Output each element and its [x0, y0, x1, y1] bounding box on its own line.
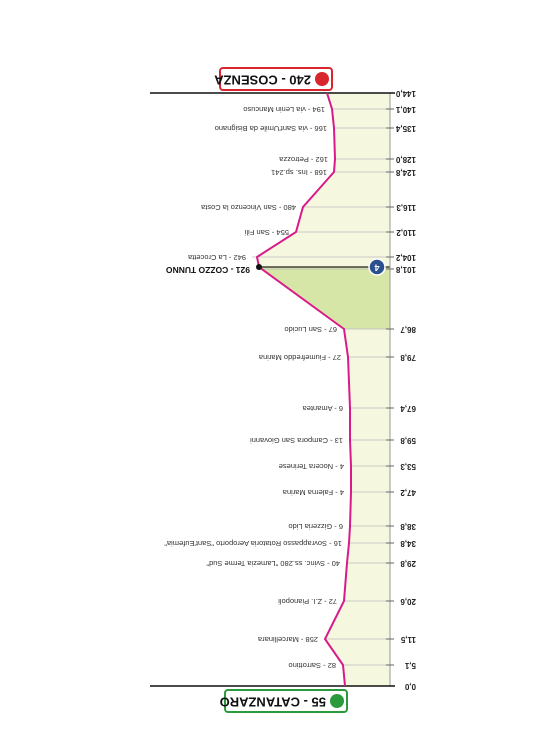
waypoint-label: 72 - Z.I. Pianopoli — [278, 597, 337, 606]
waypoint-km: 67,4 — [400, 404, 416, 413]
waypoint-label: 194 - via Lenin Mancuso — [243, 105, 325, 114]
finish-box — [219, 67, 333, 91]
waypoint-label: 82 - Sarrottino — [288, 661, 336, 670]
waypoint-km: 140,1 — [395, 105, 416, 114]
waypoint-km: 59,8 — [400, 436, 416, 445]
waypoint-label: 27 - Fiumefreddo Marina — [258, 353, 341, 362]
profile-line — [255, 92, 352, 687]
waypoint-label: 480 - San Vincenzo la Costa — [200, 203, 296, 212]
waypoint-km: 116,3 — [396, 203, 416, 212]
start-box — [224, 689, 348, 713]
kom-point — [256, 264, 262, 270]
waypoint-label: 67 - San Lucido — [284, 325, 337, 334]
waypoint-km: 5,1 — [404, 661, 416, 670]
start-label: 55 - CATANZARO — [220, 695, 326, 710]
waypoint-km: 86,7 — [400, 325, 416, 334]
waypoint-km: 20,6 — [400, 597, 416, 606]
waypoint-km: 34,8 — [400, 539, 416, 548]
waypoint-km: 29,8 — [400, 559, 416, 568]
waypoint-km: 53,3 — [400, 462, 416, 471]
waypoint-label: 168 - Ins. sp.241 — [271, 168, 327, 177]
waypoint-km: 128,0 — [395, 155, 416, 164]
waypoint-km: 135,4 — [395, 124, 416, 133]
waypoint-label: 942 - La Crocetta — [187, 253, 246, 262]
waypoint-label: 4 - Falerna Marina — [282, 488, 344, 497]
finish-km: 144,0 — [395, 89, 416, 98]
profile-area — [257, 93, 390, 686]
waypoint-km: 79,8 — [400, 353, 416, 362]
waypoint-km: 124,8 — [395, 168, 416, 177]
waypoint-label: 16 - Sovrappasso Rotatoria Aeroporto "Sa… — [164, 539, 342, 548]
waypoint-label: 13 - Campora San Giovanni — [250, 436, 343, 445]
start-icon — [330, 694, 344, 708]
waypoint-km: 110,2 — [396, 228, 416, 237]
waypoint-km: 38,8 — [400, 522, 416, 531]
waypoint-label: 166 - via Sant'Umile da Bisignano — [215, 124, 327, 133]
waypoint-km: 101,8 — [395, 265, 416, 274]
kom-badge-number: 4 — [374, 263, 379, 273]
waypoint-label: 921 - COZZO TUNNO — [166, 265, 250, 275]
finish-icon — [315, 72, 329, 86]
finish-label: 240 - COSENZA — [214, 73, 311, 88]
waypoint-km: 104,2 — [395, 253, 416, 262]
waypoint-label: 6 - Amantea — [302, 404, 343, 413]
waypoint-label: 4 - Nocera Terinese — [279, 462, 344, 471]
kom-badge — [368, 258, 386, 276]
waypoint-label: 258 - Marcellinara — [257, 635, 318, 644]
waypoint-label: 162 - Petrozza — [278, 155, 328, 164]
waypoint-label: 6 - Gizzeria Lido — [288, 522, 343, 531]
climb-area — [259, 267, 390, 329]
waypoint-km: 11,5 — [400, 635, 416, 644]
waypoint-km: 47,2 — [400, 488, 416, 497]
waypoint-label: 554 - San Fili — [244, 228, 289, 237]
start-km: 0,0 — [404, 682, 416, 691]
waypoint-label: 40 - Svinc. ss.280 "Lamezia Terme Sud" — [206, 559, 340, 568]
